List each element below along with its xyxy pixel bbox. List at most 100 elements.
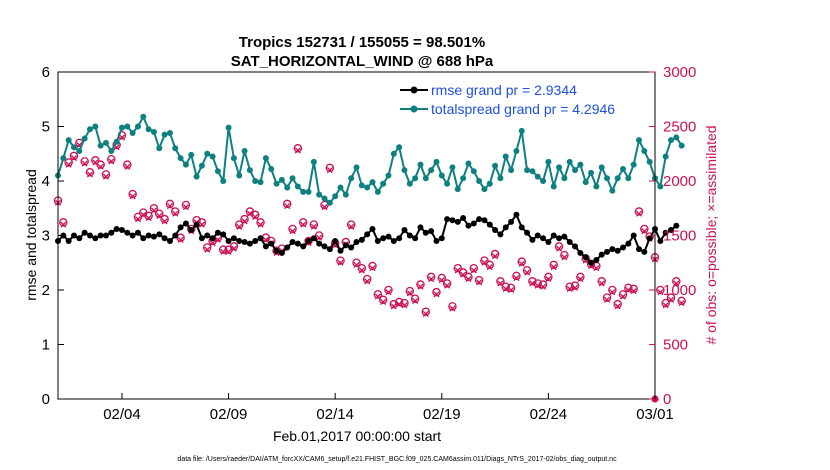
- spread-point: [518, 127, 525, 134]
- obs-assimilated-marker: [177, 236, 184, 243]
- rmse-point: [369, 225, 376, 232]
- rmse-point: [166, 237, 173, 244]
- obs-possible-marker: [85, 168, 95, 177]
- obs-possible-marker: [602, 293, 612, 302]
- obs-assimilated-marker: [619, 293, 627, 300]
- spread-point: [305, 188, 312, 195]
- rmse-point: [70, 232, 77, 239]
- rmse-point: [289, 239, 296, 246]
- rmse-point: [465, 222, 472, 229]
- obs-possible-marker: [544, 272, 553, 282]
- obs-assimilated-marker: [497, 280, 504, 287]
- spread-point: [108, 148, 115, 155]
- obs-possible-marker: [155, 209, 164, 218]
- spread-point: [332, 193, 339, 200]
- rmse-point: [390, 237, 397, 244]
- spread-point: [502, 153, 509, 160]
- spread-point: [241, 148, 248, 155]
- spread-point: [454, 186, 461, 193]
- obs-assimilated-marker: [172, 210, 179, 217]
- spread-point: [486, 180, 493, 187]
- obs-assimilated-marker: [667, 296, 675, 303]
- spread-point: [310, 158, 317, 165]
- spread-point: [577, 161, 584, 168]
- obs-possible-marker: [624, 283, 633, 293]
- obs-assimilated-marker: [412, 297, 419, 304]
- rmse-point: [284, 244, 291, 251]
- left-tick-label: 2: [42, 282, 50, 299]
- obs-assimilated-marker: [353, 261, 360, 268]
- spread-point: [566, 158, 573, 165]
- obs-possible-marker: [240, 214, 249, 224]
- obs-possible-marker: [560, 250, 569, 260]
- rmse-point: [252, 237, 259, 244]
- obs-assimilated-marker: [385, 289, 392, 296]
- obs-possible-marker: [384, 285, 393, 295]
- spread-point: [257, 179, 264, 186]
- legend-spread-label: totalspread grand pr = 4.2946: [431, 101, 615, 117]
- spread-point: [422, 175, 429, 182]
- rmse-point: [92, 235, 99, 242]
- spread-point: [198, 162, 205, 169]
- obs-assimilated-marker: [230, 245, 237, 252]
- spread-point: [513, 148, 520, 155]
- obs-assimilated-marker: [310, 223, 317, 230]
- right-tick-label: 500: [663, 337, 688, 354]
- obs-possible-marker: [202, 243, 212, 252]
- obs-assimilated-marker: [630, 288, 637, 295]
- spread-point: [417, 161, 424, 168]
- spread-point: [444, 180, 451, 187]
- rmse-point: [481, 217, 488, 224]
- rmse-point: [604, 248, 611, 255]
- obs-assimilated-marker: [454, 267, 461, 274]
- obs-assimilated-marker: [438, 277, 445, 284]
- obs-possible-marker: [160, 214, 169, 224]
- left-tick-label: 4: [42, 173, 50, 190]
- rmse-point: [476, 216, 483, 223]
- rmse-point: [609, 246, 616, 253]
- spread-point: [209, 153, 216, 160]
- rmse-point: [300, 243, 307, 250]
- obs-possible-marker: [437, 273, 447, 283]
- obs-possible-marker: [293, 144, 303, 153]
- obs-possible-marker: [501, 282, 510, 291]
- obs-possible-marker: [256, 218, 265, 227]
- obs-possible-marker: [181, 200, 191, 210]
- spread-point: [550, 183, 557, 190]
- obs-possible-marker: [608, 285, 617, 295]
- spread-point: [646, 158, 653, 165]
- obs-possible-marker: [522, 266, 532, 275]
- obs-possible-marker: [533, 279, 542, 288]
- obs-assimilated-marker: [134, 216, 142, 223]
- rmse-point: [444, 216, 451, 223]
- obs-assimilated-marker: [561, 254, 568, 261]
- rmse-point: [150, 233, 157, 240]
- spread-point: [353, 164, 360, 171]
- obs-possible-marker: [416, 280, 425, 289]
- obs-assimilated-marker: [518, 260, 525, 267]
- obs-possible-marker: [346, 220, 356, 229]
- spread-point: [92, 123, 99, 130]
- legend-rmse-marker: [410, 86, 418, 94]
- obs-possible-marker: [165, 199, 175, 209]
- spread-point: [662, 153, 669, 160]
- spread-point: [204, 150, 211, 157]
- rmse-point: [460, 215, 467, 222]
- obs-assimilated-marker: [150, 207, 158, 214]
- obs-possible-marker: [618, 290, 628, 299]
- spread-point: [673, 134, 680, 141]
- rmse-point: [667, 227, 674, 234]
- rmse-point: [193, 221, 200, 228]
- spread-point: [641, 148, 648, 155]
- obs-assimilated-marker: [534, 282, 541, 289]
- rmse-point: [326, 246, 333, 253]
- rmse-point: [406, 232, 413, 239]
- rmse-point: [156, 231, 163, 238]
- obs-assimilated-marker: [662, 302, 669, 309]
- left-tick-label: 1: [42, 337, 50, 354]
- rmse-point: [636, 246, 643, 253]
- obs-assimilated-marker: [252, 213, 259, 221]
- rmse-point: [593, 257, 600, 264]
- obs-possible-marker: [304, 236, 313, 246]
- rmse-point: [310, 235, 317, 242]
